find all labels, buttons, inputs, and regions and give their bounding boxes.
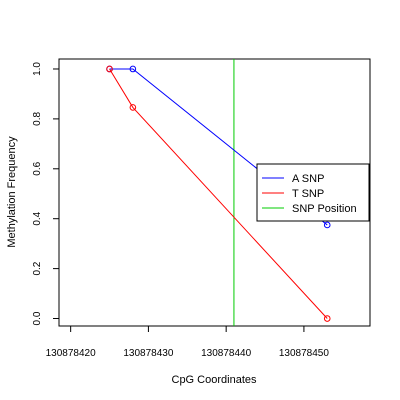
legend-label: A SNP bbox=[292, 173, 324, 185]
y-tick-label: 0.8 bbox=[32, 112, 43, 126]
data-point-t-snp bbox=[129, 104, 137, 111]
y-tick-label: 0.0 bbox=[32, 311, 43, 325]
legend-label: T SNP bbox=[292, 188, 324, 200]
data-point-a-snp bbox=[323, 221, 331, 229]
x-tick-label: 130878420 bbox=[46, 348, 96, 359]
x-axis-label: CpG Coordinates bbox=[172, 374, 257, 386]
y-tick-label: 0.4 bbox=[32, 211, 43, 225]
series-line-t-snp bbox=[109, 68, 328, 319]
data-point-t-snp bbox=[106, 65, 113, 73]
x-tick-label: 130878450 bbox=[279, 348, 329, 359]
y-tick-label: 1.0 bbox=[32, 62, 43, 76]
y-axis: 0.0 0.2 0.4 0.6 0.8 1.0 bbox=[32, 62, 59, 325]
y-tick-label: 0.6 bbox=[32, 161, 43, 175]
data-point-t-snp bbox=[323, 315, 331, 322]
x-tick-label: 130878430 bbox=[123, 348, 173, 359]
plot-frame bbox=[58, 58, 371, 327]
data-point-a-snp bbox=[129, 65, 137, 73]
x-tick-label: 130878440 bbox=[201, 348, 251, 359]
legend-label: SNP Position bbox=[292, 203, 357, 215]
y-tick-label: 0.2 bbox=[32, 261, 43, 275]
y-axis-label: Methylation Frequency bbox=[6, 136, 18, 248]
x-axis: 130878420 130878430 130878440 130878450 bbox=[46, 326, 329, 359]
legend: A SNP T SNP SNP Position bbox=[256, 163, 370, 222]
